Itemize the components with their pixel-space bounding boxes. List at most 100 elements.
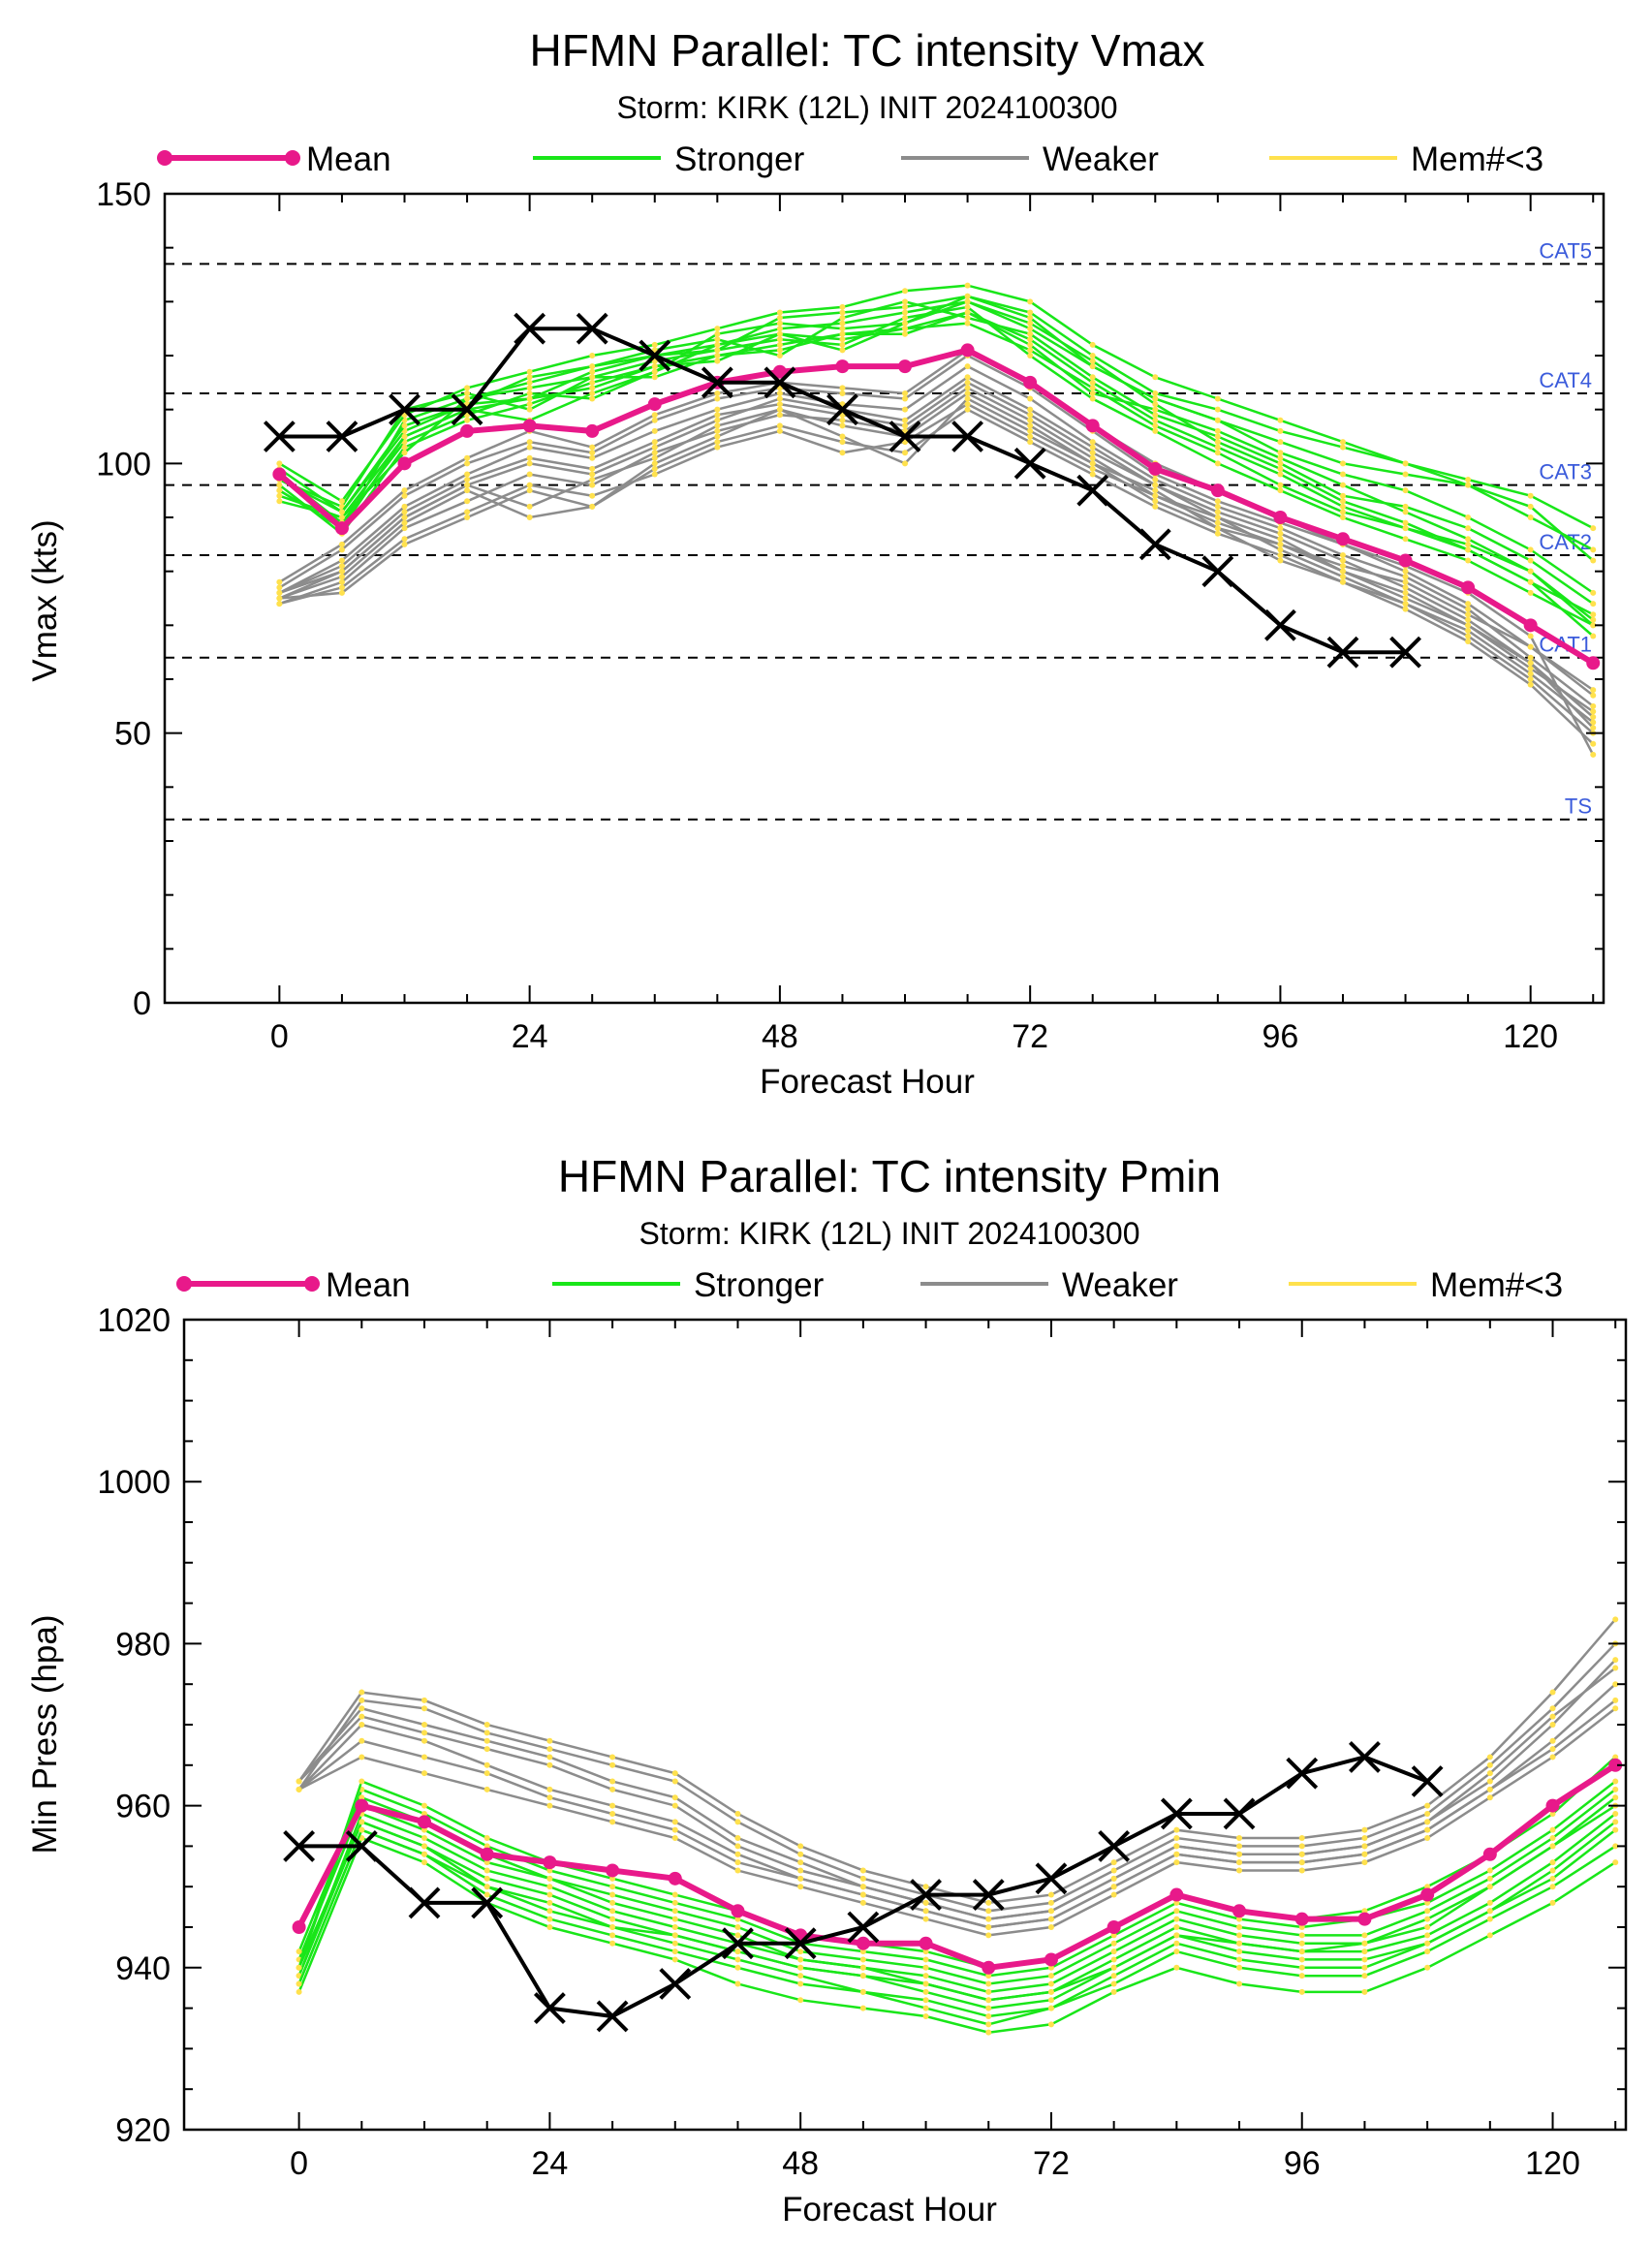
weaker-member-line-point bbox=[464, 460, 471, 467]
stronger-member-line-point bbox=[797, 1997, 804, 2004]
stronger-member-line-point bbox=[1549, 1835, 1556, 1842]
stronger-member-line-point bbox=[902, 326, 909, 332]
stronger-member-line-point bbox=[1236, 1932, 1243, 1939]
weaker-member-line-point bbox=[1465, 601, 1472, 608]
weaker-member-line bbox=[279, 396, 1594, 692]
weaker-member-line-point bbox=[1424, 1835, 1431, 1842]
stronger-member-line-point bbox=[776, 320, 783, 327]
stronger-member-line-point bbox=[1027, 341, 1034, 348]
stronger-member-line-point bbox=[734, 1932, 741, 1939]
mean-point bbox=[1169, 1887, 1184, 1902]
stronger-member-line-point bbox=[839, 309, 846, 316]
weaker-member-line-point bbox=[1027, 417, 1034, 423]
weaker-member-line-point bbox=[609, 1754, 616, 1761]
weaker-member-line-point bbox=[1590, 687, 1597, 694]
weaker-member-line-point bbox=[1361, 1835, 1368, 1842]
stronger-member-line-point bbox=[1402, 525, 1409, 532]
stronger-member-line-point bbox=[1424, 1899, 1431, 1906]
weaker-member-line-point bbox=[1590, 708, 1597, 715]
stronger-member-line-point bbox=[1402, 460, 1409, 467]
stronger-member-line-point bbox=[1361, 1908, 1368, 1915]
best-track-marker bbox=[659, 1968, 692, 2000]
weaker-member-line-point bbox=[358, 1737, 365, 1744]
weaker-member-line-point bbox=[1236, 1851, 1243, 1857]
best-track-marker bbox=[972, 1879, 1005, 1911]
stronger-member-line-point bbox=[421, 1810, 427, 1817]
weaker-member-line-point bbox=[546, 1802, 553, 1809]
weaker-member-line-point bbox=[338, 574, 345, 580]
weaker-member-line-point bbox=[1298, 1843, 1305, 1850]
stronger-member-line-point bbox=[651, 341, 658, 348]
stronger-member-line-point bbox=[1612, 1810, 1619, 1817]
stronger-member-line-point bbox=[1214, 417, 1221, 423]
stronger-member-line-point bbox=[797, 1980, 804, 1987]
legend-label-memlt3: Mem#<3 bbox=[1411, 140, 1543, 178]
weaker-member-line-point bbox=[401, 514, 408, 520]
stronger-member-line-point bbox=[1527, 503, 1534, 510]
mean-point bbox=[647, 397, 662, 412]
best-track-marker bbox=[345, 1829, 378, 1862]
weaker-member-line-point bbox=[1465, 611, 1472, 618]
plot-frame bbox=[163, 192, 1605, 1005]
stronger-member-line-point bbox=[985, 2005, 992, 2011]
stronger-member-line-point bbox=[1152, 417, 1159, 423]
mean-point bbox=[960, 343, 975, 358]
stronger-member-line-point bbox=[483, 1843, 490, 1850]
stronger-member-line-point bbox=[1027, 347, 1034, 354]
mean-point bbox=[1044, 1952, 1058, 1967]
weaker-member-line-point bbox=[839, 390, 846, 396]
weaker-member-line-point bbox=[1527, 643, 1534, 650]
weaker-member-line-point bbox=[985, 1932, 992, 1939]
stronger-member-line-point bbox=[526, 390, 533, 396]
stronger-member-line bbox=[297, 1804, 1616, 1994]
stronger-member-line-point bbox=[421, 1802, 427, 1809]
weaker-member-line-point bbox=[714, 417, 721, 423]
mean-point bbox=[292, 1920, 306, 1934]
stronger-member-line-point bbox=[401, 422, 408, 429]
mean-point bbox=[397, 456, 412, 471]
mean-point bbox=[1545, 1798, 1560, 1813]
weaker-member-line bbox=[297, 1699, 1616, 1929]
category-label: CAT5 bbox=[1539, 238, 1592, 263]
stronger-member-line-point bbox=[1277, 450, 1284, 456]
stronger-member-line bbox=[297, 1836, 1616, 2034]
stronger-member-line-point bbox=[1110, 1980, 1117, 1987]
best-track-marker bbox=[451, 393, 483, 426]
stronger-member-line-point bbox=[483, 1859, 490, 1866]
best-track-marker bbox=[784, 1927, 817, 1960]
weaker-member-line-point bbox=[1152, 503, 1159, 510]
stronger-member-line-point bbox=[526, 385, 533, 391]
best-track-marker bbox=[576, 312, 608, 345]
weaker-member-line-point bbox=[1590, 725, 1597, 732]
weaker-member-line-point bbox=[1590, 702, 1597, 709]
weaker-member-line-point bbox=[1236, 1843, 1243, 1850]
best-track-marker bbox=[1223, 1797, 1256, 1830]
stronger-member-line-point bbox=[1527, 568, 1534, 575]
stronger-member-line-point bbox=[776, 326, 783, 332]
weaker-member-line-point bbox=[714, 444, 721, 451]
weaker-member-line-point bbox=[1612, 1616, 1619, 1623]
weaker-member-line-point bbox=[1527, 676, 1534, 682]
best-track-marker bbox=[1411, 1765, 1444, 1797]
mean-point bbox=[856, 1936, 870, 1950]
stronger-member-line-point bbox=[1027, 353, 1034, 358]
stronger-member-line-point bbox=[296, 1988, 302, 1995]
stronger-member-line-point bbox=[671, 1908, 678, 1915]
best-track-marker bbox=[888, 421, 921, 452]
stronger-member-line-point bbox=[1527, 546, 1534, 553]
weaker-member-line-point bbox=[1027, 422, 1034, 429]
x-tick-label: 72 bbox=[1033, 2145, 1070, 2182]
stronger-member-line-point bbox=[526, 406, 533, 413]
stronger-member-line-point bbox=[1298, 1964, 1305, 1971]
weaker-member-line-point bbox=[1152, 487, 1159, 494]
stronger-member-line-point bbox=[985, 2029, 992, 2036]
mean-point bbox=[543, 1855, 557, 1870]
stronger-member-line-point bbox=[1047, 2021, 1054, 2028]
x-tick-label: 0 bbox=[270, 1018, 289, 1055]
weaker-member-line-point bbox=[1110, 1867, 1117, 1874]
stronger-member-line-point bbox=[483, 1875, 490, 1882]
x-tick-label: 48 bbox=[762, 1018, 798, 1055]
weaker-member-line-point bbox=[714, 439, 721, 446]
weaker-member-line-point bbox=[964, 363, 971, 370]
stronger-member-line-point bbox=[589, 385, 596, 391]
